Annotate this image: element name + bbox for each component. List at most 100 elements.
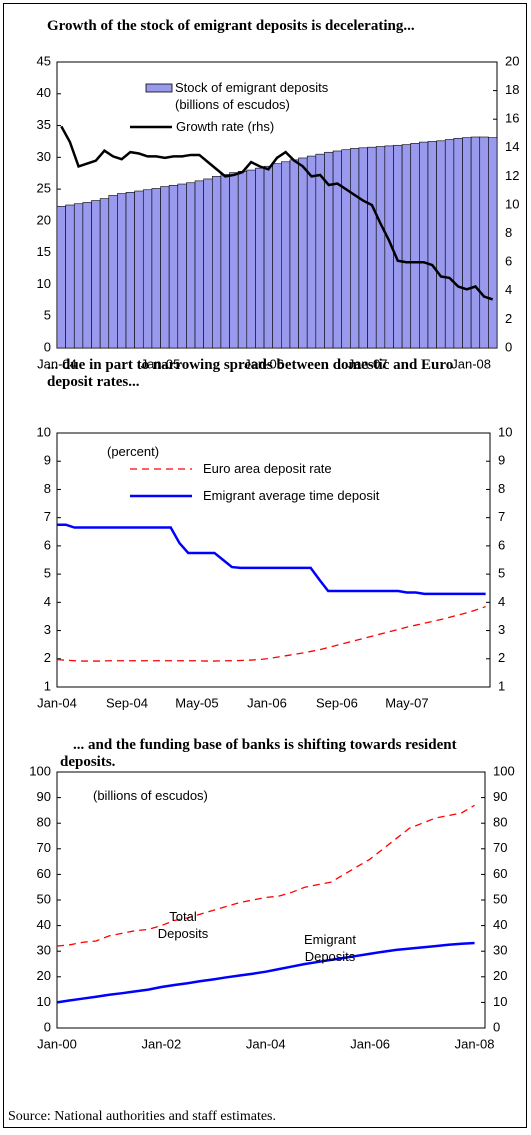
bar (151, 188, 161, 349)
y-tick-label: 45 (37, 53, 51, 68)
x-tick-label: Jan-06 (247, 695, 287, 710)
y-tick-label: 30 (37, 149, 51, 164)
y2-tick-label: 3 (498, 622, 505, 637)
y-tick-label: 5 (44, 566, 51, 581)
bar (134, 190, 144, 349)
bar (306, 155, 317, 349)
bar (99, 198, 110, 349)
bar (462, 137, 472, 349)
y2-tick-label: 7 (498, 509, 505, 524)
y2-tick-label: 60 (493, 866, 507, 881)
plot-frame (56, 771, 486, 1029)
x-tick-label: May-07 (385, 695, 428, 710)
line-series (60, 125, 494, 301)
y2-tick-label: 10 (505, 196, 519, 211)
legend-label: Emigrant average time deposit (203, 488, 380, 503)
y-tick-label: 1 (44, 678, 51, 693)
chart-title: ... and the funding base of banks is shi… (60, 737, 457, 770)
bar (237, 171, 248, 349)
y-tick-label: 80 (37, 815, 51, 830)
y-tick-label: 70 (37, 840, 51, 855)
bar (255, 167, 265, 349)
y-tick-label: 3 (44, 622, 51, 637)
bar (393, 144, 403, 349)
x-tick-label: Jan-04 (37, 356, 77, 371)
y2-tick-label: 18 (505, 82, 519, 97)
bar (117, 193, 127, 349)
y-tick-label: 30 (37, 943, 51, 958)
bar (298, 157, 308, 349)
bar (289, 159, 299, 349)
bar (272, 163, 282, 349)
chart-title: Growth of the stock of emigrant deposits… (47, 18, 415, 34)
y-tick-label: 5 (44, 308, 51, 323)
y-tick-label: 2 (44, 650, 51, 665)
y-tick-label: 50 (37, 891, 51, 906)
line-series (57, 523, 486, 596)
x-tick-label: Jan-08 (455, 1036, 495, 1051)
y2-tick-label: 20 (493, 968, 507, 983)
frame (3, 3, 527, 1128)
x-tick-label: Jan-04 (37, 695, 77, 710)
y-tick-label: 6 (44, 537, 51, 552)
bar (194, 180, 204, 349)
y-tick-label: 35 (37, 117, 51, 132)
y-tick-label: 4 (44, 594, 51, 609)
y-tick-label: 20 (37, 968, 51, 983)
bar (436, 140, 446, 349)
x-tick-label: May-05 (175, 695, 218, 710)
y-tick-label: 25 (37, 181, 51, 196)
y2-tick-label: 2 (498, 650, 505, 665)
bar (332, 150, 343, 349)
y2-tick-label: 12 (505, 168, 519, 183)
y-tick-label: 15 (37, 244, 51, 259)
y2-tick-label: 40 (493, 917, 507, 932)
y2-tick-label: 1 (498, 678, 505, 693)
x-tick-label: Jan-08 (451, 356, 491, 371)
legend-label: Growth rate (rhs) (176, 119, 275, 134)
bar (91, 200, 101, 349)
y-tick-label: 7 (44, 509, 51, 524)
y2-tick-label: 2 (505, 311, 512, 326)
y2-tick-label: 6 (498, 537, 505, 552)
y2-tick-label: 50 (493, 891, 507, 906)
legend-label: Emigrant Deposits (303, 932, 357, 964)
legend-label: Total Deposits (157, 909, 209, 941)
bar (358, 147, 368, 349)
y2-tick-label: 6 (505, 254, 512, 269)
plot-frame (56, 432, 491, 688)
bar (375, 146, 386, 349)
bar (211, 176, 222, 349)
x-tick-label: Jan-06 (350, 1036, 390, 1051)
bar (186, 182, 196, 349)
y2-tick-label: 5 (498, 566, 505, 581)
y2-tick-label: 90 (493, 789, 507, 804)
y-tick-label: 10 (37, 276, 51, 291)
bar (453, 137, 463, 349)
y-tick-label: 10 (37, 424, 51, 439)
bar (125, 191, 135, 349)
line-series (56, 605, 486, 662)
y2-tick-label: 20 (505, 53, 519, 68)
bar (220, 174, 230, 349)
y2-tick-label: 9 (498, 453, 505, 468)
bar (315, 153, 325, 349)
y-tick-label: 60 (37, 866, 51, 881)
annotation: (billions of escudos) (93, 788, 208, 803)
bar (56, 205, 66, 349)
y2-tick-label: 14 (505, 139, 519, 154)
bar (177, 183, 187, 349)
legend-label: Stock of emigrant deposits (billions of … (175, 80, 329, 112)
bar (168, 184, 179, 349)
x-tick-label: Jan-02 (142, 1036, 182, 1051)
bar (419, 141, 429, 349)
bar (65, 204, 75, 349)
bar (350, 148, 360, 349)
bar (479, 136, 489, 349)
y-tick-label: 9 (44, 453, 51, 468)
bar (401, 144, 412, 349)
y2-tick-label: 80 (493, 815, 507, 830)
bar (229, 172, 239, 349)
